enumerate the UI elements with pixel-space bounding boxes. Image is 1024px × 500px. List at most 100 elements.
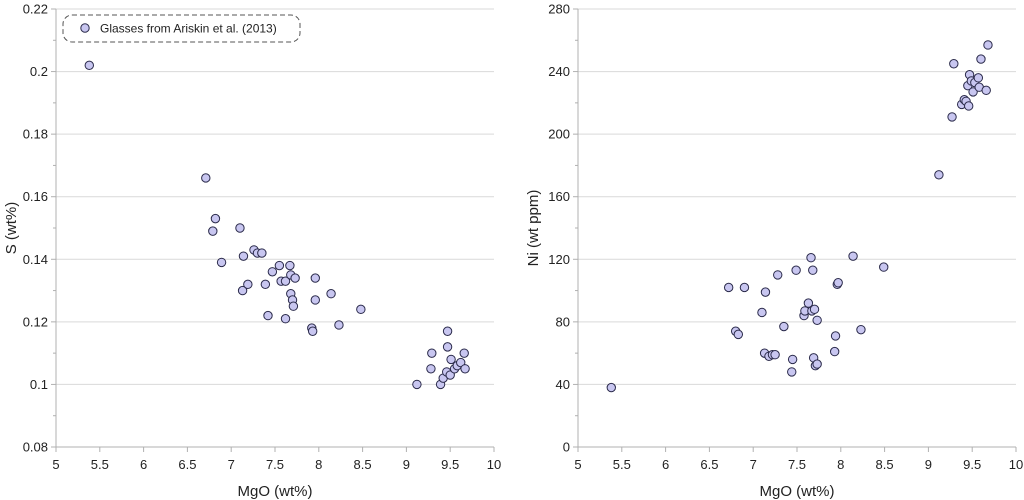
- y-tick-label: 280: [548, 2, 570, 17]
- y-tick-label: 120: [548, 252, 570, 267]
- y-tick-label: 160: [548, 189, 570, 204]
- data-point: [963, 101, 974, 111]
- y-axis-title: S (wt%): [3, 202, 20, 255]
- data-point: [779, 321, 789, 332]
- data-point: [968, 87, 978, 97]
- x-tick-label: 6: [140, 457, 147, 472]
- nickel-vs-mgo-chart: 0 40 80 120 160 200 240 280 5 5.5 6 6.5 7 7.5 8 8.5 9 9.5…: [525, 2, 1023, 500]
- data-point: [442, 326, 453, 336]
- data-point: [285, 260, 295, 271]
- x-tick-label: 9.5: [441, 457, 459, 472]
- y-tick-label: 0.22: [23, 2, 48, 17]
- x-tick-label: 9: [925, 457, 932, 472]
- data-point: [310, 273, 320, 283]
- data-point: [812, 315, 822, 325]
- data-point: [773, 270, 783, 280]
- x-tick-label: 8: [837, 457, 844, 472]
- y-axis-title: Ni (wt ppm): [525, 190, 542, 267]
- y-tick-label: 200: [548, 127, 570, 142]
- x-tick-label: 8: [315, 457, 322, 472]
- x-tick-label: 7.5: [266, 457, 284, 472]
- y-tick-label: 0.18: [23, 127, 48, 142]
- data-point: [326, 289, 336, 299]
- data-point: [257, 248, 267, 258]
- data-point: [238, 251, 249, 261]
- data-point: [809, 304, 820, 315]
- data-point: [787, 367, 797, 377]
- data-point: [976, 54, 986, 64]
- x-tick-label: 8.5: [876, 457, 894, 472]
- data-point: [770, 350, 780, 360]
- data-point: [803, 298, 814, 308]
- data-point: [237, 285, 248, 296]
- y-tick-label: 80: [556, 314, 570, 329]
- data-point: [210, 213, 221, 224]
- x-tick-label: 7: [228, 457, 235, 472]
- x-tick-label: 6.5: [178, 457, 196, 472]
- sulfur-vs-mgo-chart: 0.08 0.1 0.12 0.14 0.16 0.18 0.2 0.22 5 5.5 6 6.5 7 7…: [3, 2, 501, 500]
- data-point: [235, 223, 245, 233]
- y-tick-label: 0.14: [23, 252, 48, 267]
- data-point: [263, 310, 273, 321]
- data-point: [280, 276, 291, 286]
- y-tick-label: 0.12: [23, 314, 48, 329]
- data-point: [216, 257, 227, 268]
- x-tick-label: 5: [52, 457, 59, 472]
- data-point: [947, 112, 957, 122]
- data-point: [791, 265, 801, 275]
- x-axis-title: MgO (wt%): [760, 483, 835, 500]
- data-point: [427, 348, 437, 358]
- data-point: [829, 346, 840, 357]
- data-point: [606, 382, 616, 393]
- x-tick-label: 10: [1009, 457, 1023, 472]
- data-point: [723, 282, 734, 293]
- data-point: [856, 324, 866, 335]
- y-tick-label: 0.08: [23, 440, 48, 455]
- data-point: [949, 59, 959, 69]
- data-point: [280, 314, 291, 324]
- x-tick-label: 9: [403, 457, 410, 472]
- y-tick-label: 0.1: [30, 377, 48, 392]
- data-point: [808, 265, 818, 275]
- x-tick-label: 6.5: [700, 457, 718, 472]
- y-tick-label: 240: [548, 64, 570, 79]
- data-point: [208, 226, 218, 236]
- data-point: [356, 304, 366, 315]
- data-point: [460, 364, 470, 374]
- legend-box: [62, 14, 301, 43]
- x-axis-title: MgO (wt%): [238, 483, 313, 500]
- data-point: [879, 262, 889, 272]
- x-tick-label: 7.5: [788, 457, 806, 472]
- data-point: [934, 170, 944, 180]
- data-point: [806, 253, 816, 263]
- data-point: [274, 260, 285, 271]
- data-point: [267, 267, 278, 277]
- legend-marker: [80, 23, 90, 33]
- data-point: [973, 73, 984, 83]
- data-point: [757, 307, 767, 318]
- x-tick-label: 6: [662, 457, 669, 472]
- data-point: [288, 301, 299, 311]
- x-tick-label: 5.5: [613, 457, 631, 472]
- data-point: [848, 251, 858, 261]
- data-point: [446, 354, 456, 365]
- data-point: [243, 279, 253, 290]
- x-tick-label: 7: [750, 457, 757, 472]
- y-tick-label: 0.16: [23, 189, 48, 204]
- x-tick-label: 10: [487, 457, 501, 472]
- data-point: [307, 326, 318, 336]
- data-point: [84, 60, 94, 71]
- data-point: [310, 295, 320, 305]
- y-tick-label: 40: [556, 377, 570, 392]
- data-point: [412, 379, 422, 390]
- data-point: [290, 273, 300, 283]
- data-point: [201, 173, 211, 183]
- data-point: [426, 364, 436, 374]
- data-point: [739, 282, 750, 293]
- data-point: [787, 354, 798, 365]
- data-point: [733, 329, 744, 340]
- data-point: [334, 320, 344, 330]
- x-tick-label: 8.5: [354, 457, 372, 472]
- data-point: [830, 331, 841, 341]
